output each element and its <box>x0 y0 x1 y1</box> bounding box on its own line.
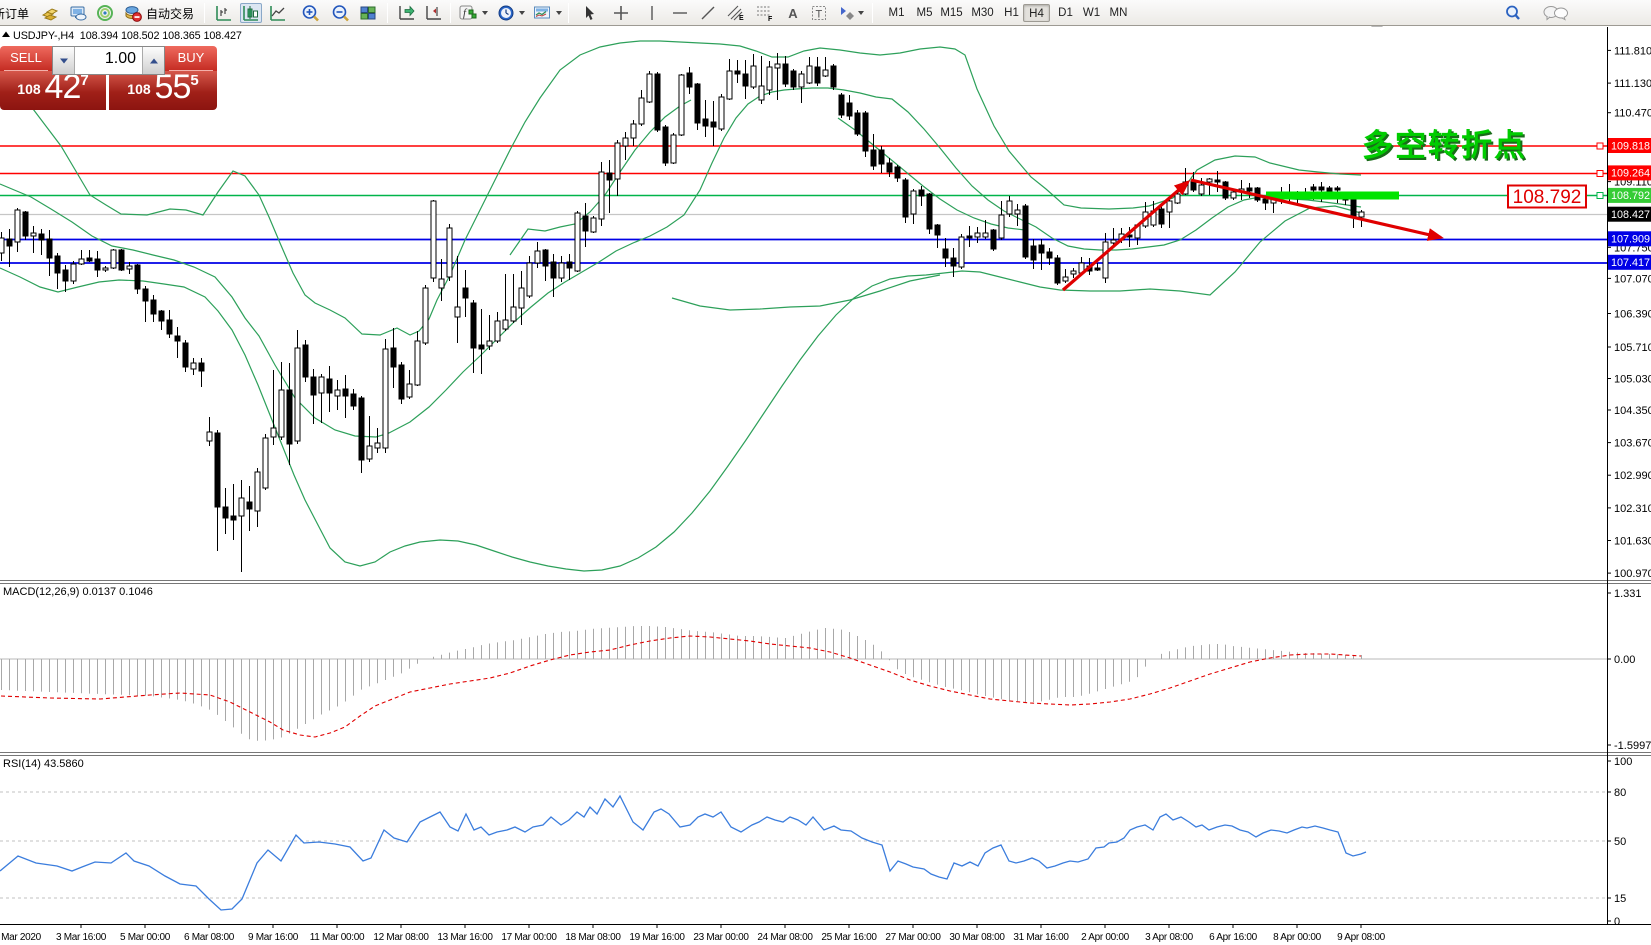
svg-text:108.792: 108.792 <box>1513 187 1582 208</box>
svg-text:50: 50 <box>1614 836 1626 848</box>
svg-text:30 Mar 08:00: 30 Mar 08:00 <box>949 932 1005 943</box>
svg-text:103.670: 103.670 <box>1614 438 1651 450</box>
svg-text:17 Mar 00:00: 17 Mar 00:00 <box>501 932 557 943</box>
svg-text:5 Mar 00:00: 5 Mar 00:00 <box>120 932 171 943</box>
svg-text:0.00: 0.00 <box>1614 654 1635 666</box>
svg-text:107.909: 107.909 <box>1611 234 1650 246</box>
svg-text:-1.5997: -1.5997 <box>1614 740 1651 752</box>
svg-text:9 Apr 08:00: 9 Apr 08:00 <box>1337 932 1386 943</box>
svg-text:2 Apr 00:00: 2 Apr 00:00 <box>1081 932 1130 943</box>
svg-text:25 Mar 16:00: 25 Mar 16:00 <box>821 932 877 943</box>
svg-text:USDJPY-,H4 108.394 108.502 10: USDJPY-,H4 108.394 108.502 108.365 108.4… <box>13 30 242 42</box>
svg-text:100: 100 <box>1614 756 1632 768</box>
svg-text:24 Mar 08:00: 24 Mar 08:00 <box>757 932 813 943</box>
svg-text:108.427: 108.427 <box>1611 209 1650 221</box>
svg-text:31 Mar 16:00: 31 Mar 16:00 <box>1013 932 1069 943</box>
svg-text:105.710: 105.710 <box>1614 342 1651 354</box>
svg-text:9 Mar 16:00: 9 Mar 16:00 <box>248 932 299 943</box>
svg-text:100.970: 100.970 <box>1614 568 1651 580</box>
svg-text:111.130: 111.130 <box>1614 78 1651 90</box>
svg-text:0: 0 <box>1614 916 1620 928</box>
svg-text:11 Mar 00:00: 11 Mar 00:00 <box>310 932 365 943</box>
svg-text:6 Mar 08:00: 6 Mar 08:00 <box>184 932 235 943</box>
svg-text:23 Mar 00:00: 23 Mar 00:00 <box>693 932 749 943</box>
svg-text:多空转折点: 多空转折点 <box>1364 130 1529 165</box>
svg-text:多空转折点: 多空转折点 <box>1362 128 1527 163</box>
svg-text:1.331: 1.331 <box>1614 588 1642 600</box>
svg-text:104.350: 104.350 <box>1614 405 1651 417</box>
svg-text:102.310: 102.310 <box>1614 503 1651 515</box>
svg-text:27 Mar 00:00: 27 Mar 00:00 <box>885 932 941 943</box>
svg-text:102.990: 102.990 <box>1614 470 1651 482</box>
svg-text:101.630: 101.630 <box>1614 536 1651 548</box>
svg-text:15: 15 <box>1614 893 1626 905</box>
svg-text:6 Apr 16:00: 6 Apr 16:00 <box>1209 932 1258 943</box>
svg-text:110.470: 110.470 <box>1614 108 1651 120</box>
svg-text:MACD(12,26,9) 0.0137 0.1046: MACD(12,26,9) 0.0137 0.1046 <box>3 586 153 598</box>
svg-text:T: T <box>816 9 823 21</box>
svg-text:107.070: 107.070 <box>1614 273 1651 285</box>
svg-text:f: f <box>463 7 468 19</box>
svg-text:108.792: 108.792 <box>1611 190 1650 202</box>
svg-text:F: F <box>768 16 773 22</box>
svg-text:RSI(14) 43.5860: RSI(14) 43.5860 <box>3 758 84 770</box>
svg-text:107.417: 107.417 <box>1611 257 1650 269</box>
svg-text:E: E <box>739 15 744 22</box>
svg-text:106.390: 106.390 <box>1614 309 1651 321</box>
svg-text:18 Mar 08:00: 18 Mar 08:00 <box>565 932 621 943</box>
svg-text:19 Mar 16:00: 19 Mar 16:00 <box>629 932 685 943</box>
svg-text:80: 80 <box>1614 787 1626 799</box>
svg-text:109.818: 109.818 <box>1611 140 1650 152</box>
svg-text:Mar 2020: Mar 2020 <box>1 932 42 943</box>
svg-text:12 Mar 08:00: 12 Mar 08:00 <box>373 932 429 943</box>
svg-text:3 Mar 16:00: 3 Mar 16:00 <box>56 932 107 943</box>
svg-text:8 Apr 00:00: 8 Apr 00:00 <box>1273 932 1322 943</box>
svg-text:105.030: 105.030 <box>1614 374 1651 386</box>
svg-text:3 Apr 08:00: 3 Apr 08:00 <box>1145 932 1194 943</box>
svg-text:111.810: 111.810 <box>1614 45 1651 57</box>
svg-text:109.264: 109.264 <box>1611 168 1650 180</box>
svg-text:13 Mar 16:00: 13 Mar 16:00 <box>437 932 493 943</box>
